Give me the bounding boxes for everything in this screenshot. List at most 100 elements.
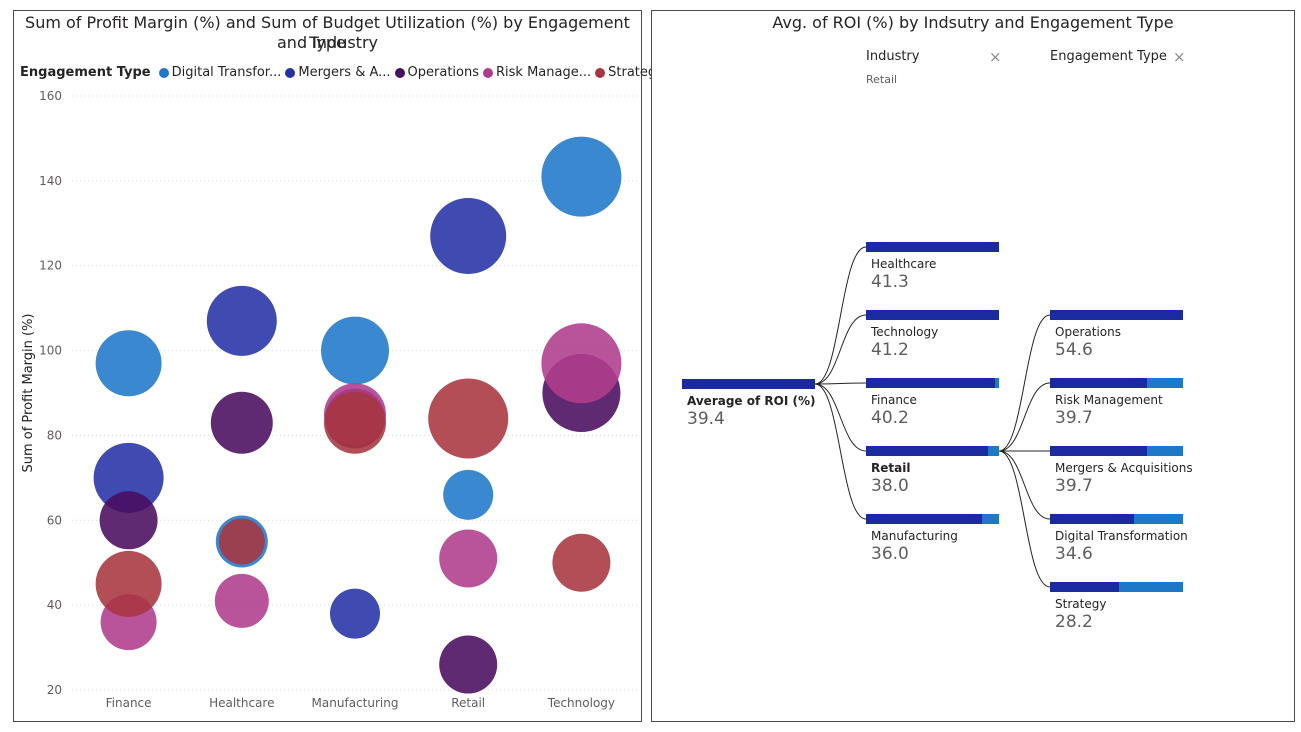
bubble-point[interactable] <box>210 391 273 454</box>
level-filter-industry: Retail <box>866 73 898 86</box>
bubble-point[interactable] <box>95 330 162 397</box>
bubble-point[interactable] <box>330 588 380 639</box>
node-label: Risk Management <box>1055 393 1163 407</box>
bubble-point[interactable] <box>321 316 389 385</box>
y-tick-label: 80 <box>47 428 62 442</box>
y-tick-label: 160 <box>39 89 62 103</box>
bubble-point[interactable] <box>430 198 507 275</box>
tree-link <box>998 314 1051 452</box>
node-label: Digital Transformation <box>1055 529 1188 543</box>
node-value: 36.0 <box>871 544 909 564</box>
bubble-point[interactable] <box>93 442 164 513</box>
bubble-chart-panel: Sum of Profit Margin (%) and Sum of Budg… <box>13 10 664 722</box>
x-tick-label: Retail <box>451 696 485 710</box>
node-bar-fill <box>1050 310 1183 320</box>
node-bar-fill <box>682 379 815 389</box>
tree-link <box>814 383 867 452</box>
legend-item-digital-transformation[interactable]: Digital Transfor... <box>158 65 281 80</box>
y-tick-label: 60 <box>47 513 62 527</box>
node-value: 40.2 <box>871 408 909 428</box>
level-header-engagement-type: Engagement Type <box>1050 49 1167 64</box>
tree-link <box>814 314 867 385</box>
legend-dot-icon <box>285 67 296 78</box>
node-value: 41.3 <box>871 272 909 292</box>
x-tick-label: Finance <box>106 696 152 710</box>
bubble-point[interactable] <box>218 518 265 565</box>
bubble-point[interactable] <box>324 391 386 454</box>
bubble-point[interactable] <box>439 635 498 694</box>
bubble-chart-title-line1: Sum of Profit Margin (%) and Sum of Budg… <box>25 13 630 52</box>
bubble-point[interactable] <box>99 491 158 550</box>
y-axis-title: Sum of Profit Margin (%) <box>21 313 36 472</box>
tree-link <box>998 450 1051 520</box>
remove-level-engagement-type-close-icon[interactable]: × <box>1173 48 1186 66</box>
node-bar-fill <box>1050 446 1147 456</box>
node-value: 39.4 <box>687 409 725 429</box>
bubble-point[interactable] <box>552 533 611 592</box>
node-bar-fill <box>1050 378 1147 388</box>
node-bar-fill <box>866 242 999 252</box>
y-tick-label: 120 <box>39 259 62 273</box>
bubble-point[interactable] <box>541 323 622 404</box>
node-label: Retail <box>871 461 910 475</box>
bubble-point[interactable] <box>443 469 494 520</box>
legend-dot-icon <box>595 67 606 78</box>
node-value: 39.7 <box>1055 476 1093 496</box>
bubble-point[interactable] <box>439 529 498 588</box>
remove-level-industry-close-icon[interactable]: × <box>989 48 1002 66</box>
node-label: Strategy <box>1055 597 1106 611</box>
bubble-point[interactable] <box>428 378 509 459</box>
node-label: Average of ROI (%) <box>687 394 815 408</box>
decomposition-tree-panel: Avg. of ROI (%) by Indsutry and Engageme… <box>651 10 1295 722</box>
legend-item-strategy[interactable]: Strategy <box>595 65 664 80</box>
node-value: 38.0 <box>871 476 909 496</box>
legend-dot-icon <box>158 67 169 78</box>
bubble-chart-plot: 20 40 60 80 100 120 140 160 Finance Healthcare Man… <box>21 89 638 710</box>
decomp-tree-title: Avg. of ROI (%) by Indsutry and Engageme… <box>772 13 1174 32</box>
bubble-chart-title-line2: and Industry <box>277 33 378 52</box>
legend-dot-icon <box>483 67 493 78</box>
bubble-point[interactable] <box>214 573 269 628</box>
node-bar-fill <box>866 310 999 320</box>
bubble-point[interactable] <box>541 136 622 217</box>
node-label: Finance <box>871 393 917 407</box>
y-tick-label: 40 <box>47 598 62 612</box>
x-tick-label: Technology <box>547 696 615 710</box>
node-label: Mergers & Acquisitions <box>1055 461 1193 475</box>
node-value: 54.6 <box>1055 340 1093 360</box>
node-value: 41.2 <box>871 340 909 360</box>
node-value: 28.2 <box>1055 612 1093 632</box>
tree-link <box>814 246 867 385</box>
bubble-chart-legend: Engagement Type Digital Transfor... Merg… <box>20 65 668 80</box>
bubble-point[interactable] <box>206 285 277 356</box>
node-bar-fill <box>866 378 995 388</box>
node-bar-fill <box>866 446 988 456</box>
node-value: 39.7 <box>1055 408 1093 428</box>
node-value: 34.6 <box>1055 544 1093 564</box>
level-header-industry: Industry <box>866 49 920 64</box>
bubble-point[interactable] <box>95 550 162 617</box>
legend-item-mergers[interactable]: Mergers & A... <box>285 65 391 80</box>
tree-link <box>814 383 867 520</box>
node-label: Operations <box>1055 325 1121 339</box>
legend-item-risk-management[interactable]: Risk Manage... <box>483 65 591 80</box>
tree-node-root[interactable]: Average of ROI (%)39.4 <box>682 379 815 429</box>
x-tick-label: Healthcare <box>209 696 274 710</box>
legend-dot-icon <box>394 67 405 78</box>
legend-item-operations[interactable]: Operations <box>394 65 479 80</box>
y-tick-label: 20 <box>47 683 62 697</box>
node-bar-fill <box>1050 514 1134 524</box>
tree-link <box>998 450 1051 588</box>
legend-title: Engagement Type <box>20 65 151 80</box>
